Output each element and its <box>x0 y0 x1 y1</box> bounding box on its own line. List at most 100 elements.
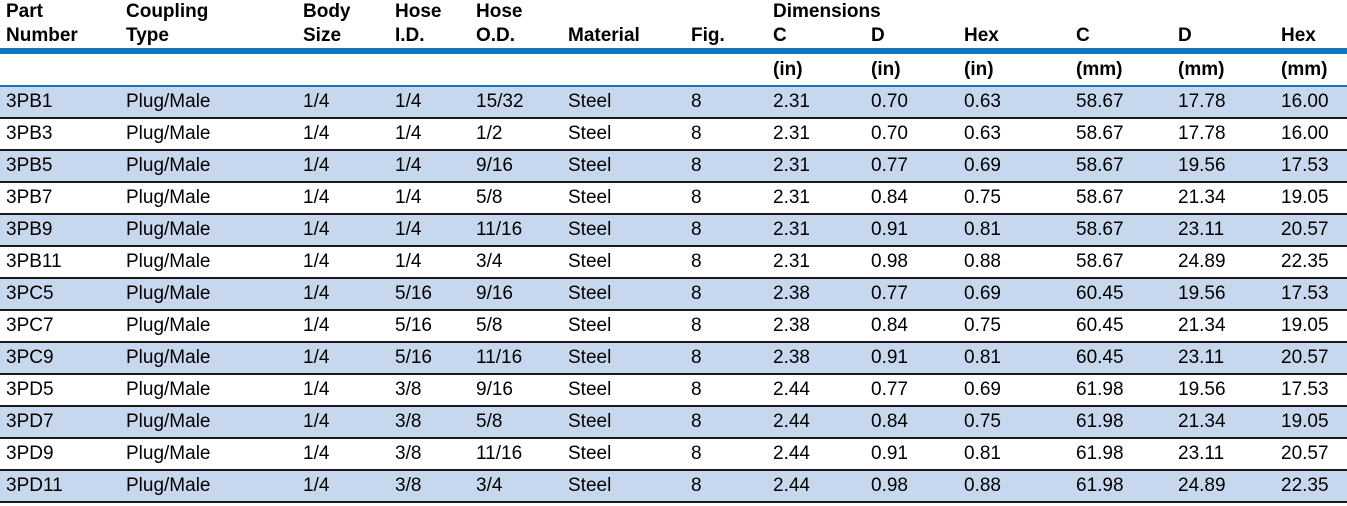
table-cell: 0.70 <box>871 123 908 144</box>
header-label-bottom: Hex <box>1281 25 1316 46</box>
table-cell: Steel <box>568 91 612 112</box>
table-cell: Plug/Male <box>126 123 211 144</box>
table-row: 3PC5 Plug/Male 1/4 5/16 9/16 Steel 8 2.38 0.77 0.… <box>0 279 1347 311</box>
part-number-cell: 3PD9 <box>6 443 54 464</box>
table-cell: Steel <box>568 411 612 432</box>
table-cell: Steel <box>568 283 612 304</box>
table-cell: 17.53 <box>1281 283 1329 304</box>
table-cell: 21.34 <box>1178 187 1226 208</box>
table-cell: 9/16 <box>476 283 513 304</box>
header-cell: Coupling Type <box>126 0 303 48</box>
table-cell: 2.44 <box>773 475 810 496</box>
header-cell: Part Number <box>6 0 126 48</box>
table-cell: Steel <box>568 155 612 176</box>
table-row: 3PB1 Plug/Male 1/4 1/4 15/32 Steel 8 2.31 0.70 0.… <box>0 87 1347 119</box>
table-cell: 58.67 <box>1076 123 1124 144</box>
table-cell: 3/4 <box>476 251 503 272</box>
table-cell: 2.31 <box>773 91 810 112</box>
table-row: 3PB5 Plug/Male 1/4 1/4 9/16 Steel 8 2.31 0.77 0.6… <box>0 151 1347 183</box>
table-cell: 2.31 <box>773 187 810 208</box>
table-cell: 0.75 <box>964 411 1001 432</box>
table-cell: 60.45 <box>1076 347 1124 368</box>
table-cell: 2.38 <box>773 315 810 336</box>
table-cell: 23.11 <box>1178 347 1225 368</box>
table-cell: 60.45 <box>1076 283 1124 304</box>
table-cell: 21.34 <box>1178 411 1226 432</box>
table-cell: 9/16 <box>476 379 513 400</box>
table-cell: 5/8 <box>476 187 503 208</box>
table-cell: 0.77 <box>871 379 908 400</box>
table-cell: 8 <box>691 219 702 240</box>
table-cell: 0.77 <box>871 155 908 176</box>
header-label-top: Body <box>303 1 351 22</box>
table-cell: 8 <box>691 91 702 112</box>
table-cell: 24.89 <box>1178 251 1226 272</box>
table-cell: 5/16 <box>395 347 432 368</box>
header-label-top <box>1076 0 1178 24</box>
table-cell: 8 <box>691 379 702 400</box>
part-number-cell: 3PB11 <box>6 251 62 272</box>
table-cell: 0.63 <box>964 123 1001 144</box>
table-cell: 0.75 <box>964 187 1001 208</box>
table-cell: 0.81 <box>964 443 1001 464</box>
table-cell: 17.78 <box>1178 91 1226 112</box>
table-cell: 20.57 <box>1281 443 1329 464</box>
table-cell: 2.38 <box>773 347 810 368</box>
header-label-top: Part <box>6 1 43 22</box>
table-cell: 20.57 <box>1281 347 1329 368</box>
header-cell: Hex <box>964 0 1076 48</box>
header-cell: Hose I.D. <box>395 0 476 48</box>
part-number-cell: 3PD5 <box>6 379 54 400</box>
table-cell: 19.05 <box>1281 315 1329 336</box>
table-cell: Plug/Male <box>126 91 211 112</box>
units-row: (in) (in) (in) (mm) (mm) (mm) <box>0 54 1347 85</box>
table-cell: 5/8 <box>476 411 503 432</box>
table-cell: 8 <box>691 283 702 304</box>
table-cell: 8 <box>691 443 702 464</box>
table-cell: 1/4 <box>303 155 330 176</box>
table-cell: 19.05 <box>1281 187 1329 208</box>
table-cell: 0.91 <box>871 219 908 240</box>
table-cell: Plug/Male <box>126 315 211 336</box>
table-row: 3PC9 Plug/Male 1/4 5/16 11/16 Steel 8 2.38 0.91 0… <box>0 343 1347 375</box>
header-label-bottom: Size <box>303 25 342 46</box>
header-label-bottom: I.D. <box>395 25 425 46</box>
table-cell: 3/8 <box>395 475 422 496</box>
table-cell: 5/8 <box>476 315 503 336</box>
header-cell: C <box>1076 0 1178 48</box>
table-cell: 2.44 <box>773 379 810 400</box>
table-cell: 0.63 <box>964 91 1001 112</box>
table-cell: 1/4 <box>303 347 330 368</box>
table-cell: 24.89 <box>1178 475 1226 496</box>
table-cell: 20.57 <box>1281 219 1329 240</box>
table-cell: 61.98 <box>1076 475 1124 496</box>
table-cell: 8 <box>691 251 702 272</box>
header-label-top <box>964 0 1076 24</box>
part-number-cell: 3PB1 <box>6 91 53 112</box>
table-cell: 17.53 <box>1281 155 1329 176</box>
table-row: 3PD5 Plug/Male 1/4 3/8 9/16 Steel 8 2.44 0.77 0.6… <box>0 375 1347 407</box>
table-cell: 3/8 <box>395 411 422 432</box>
table-cell: 0.77 <box>871 283 908 304</box>
dimensions-group-label: Dimensions <box>773 1 881 22</box>
header-cell: Body Size <box>303 0 395 48</box>
table-header: Part Number Coupling Type Body Size Hose I.D. Ho… <box>0 0 1347 48</box>
table-cell: 1/4 <box>303 251 330 272</box>
table-row: 3PB9 Plug/Male 1/4 1/4 11/16 Steel 8 2.31 0.91 0.… <box>0 215 1347 247</box>
table-cell: 0.88 <box>964 475 1001 496</box>
table-cell: 0.69 <box>964 155 1001 176</box>
table-cell: 0.84 <box>871 187 908 208</box>
table-row: 3PD9 Plug/Male 1/4 3/8 11/16 Steel 8 2.44 0.91 0.… <box>0 439 1347 471</box>
header-label-top: Coupling <box>126 1 209 22</box>
table-cell: Steel <box>568 475 612 496</box>
table-cell: 61.98 <box>1076 379 1124 400</box>
table-cell: 17.53 <box>1281 379 1329 400</box>
table-cell: Plug/Male <box>126 283 211 304</box>
table-cell: 58.67 <box>1076 155 1124 176</box>
table-cell: Steel <box>568 251 612 272</box>
header-label-top: Hose <box>395 1 442 22</box>
table-cell: 2.44 <box>773 443 810 464</box>
table-cell: 1/4 <box>303 443 330 464</box>
table-cell: 0.75 <box>964 315 1001 336</box>
table-cell: 1/4 <box>303 315 330 336</box>
